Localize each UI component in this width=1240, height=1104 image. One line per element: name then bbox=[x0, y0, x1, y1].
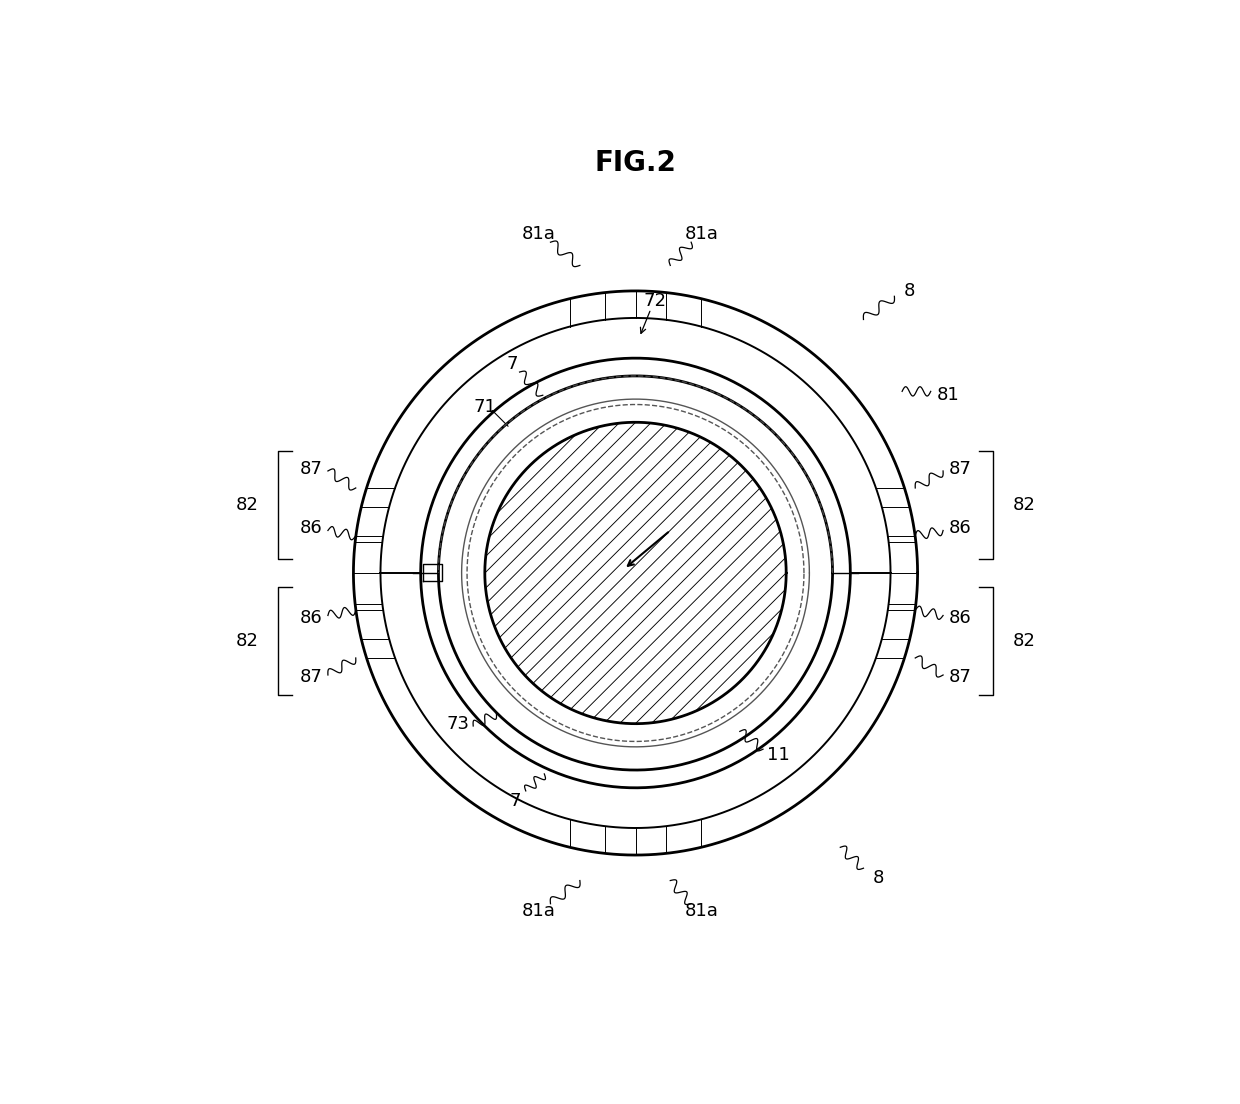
Text: 82: 82 bbox=[1013, 631, 1035, 650]
Text: 81a: 81a bbox=[684, 902, 718, 921]
Text: 82: 82 bbox=[236, 631, 258, 650]
Text: 11: 11 bbox=[768, 745, 790, 764]
Text: 87: 87 bbox=[949, 459, 971, 478]
Text: 86: 86 bbox=[949, 519, 971, 538]
Text: 72: 72 bbox=[644, 291, 666, 310]
Text: 81a: 81a bbox=[522, 225, 556, 244]
Text: 71: 71 bbox=[474, 397, 496, 416]
Text: FIG.2: FIG.2 bbox=[594, 149, 677, 178]
Text: 86: 86 bbox=[300, 608, 322, 627]
Text: 8: 8 bbox=[904, 282, 915, 300]
Text: 87: 87 bbox=[949, 668, 971, 687]
Text: 8: 8 bbox=[873, 869, 884, 888]
Text: 87: 87 bbox=[300, 668, 322, 687]
Text: 7: 7 bbox=[510, 792, 522, 810]
Text: 81a: 81a bbox=[522, 902, 556, 921]
Text: 86: 86 bbox=[949, 608, 971, 627]
Text: 7: 7 bbox=[506, 355, 517, 373]
Text: 87: 87 bbox=[300, 459, 322, 478]
Text: 73: 73 bbox=[446, 714, 469, 733]
Text: 82: 82 bbox=[236, 496, 258, 514]
Text: 82: 82 bbox=[1013, 496, 1035, 514]
Text: 81: 81 bbox=[937, 386, 960, 404]
Text: 81a: 81a bbox=[684, 225, 718, 244]
Text: 86: 86 bbox=[300, 519, 322, 538]
